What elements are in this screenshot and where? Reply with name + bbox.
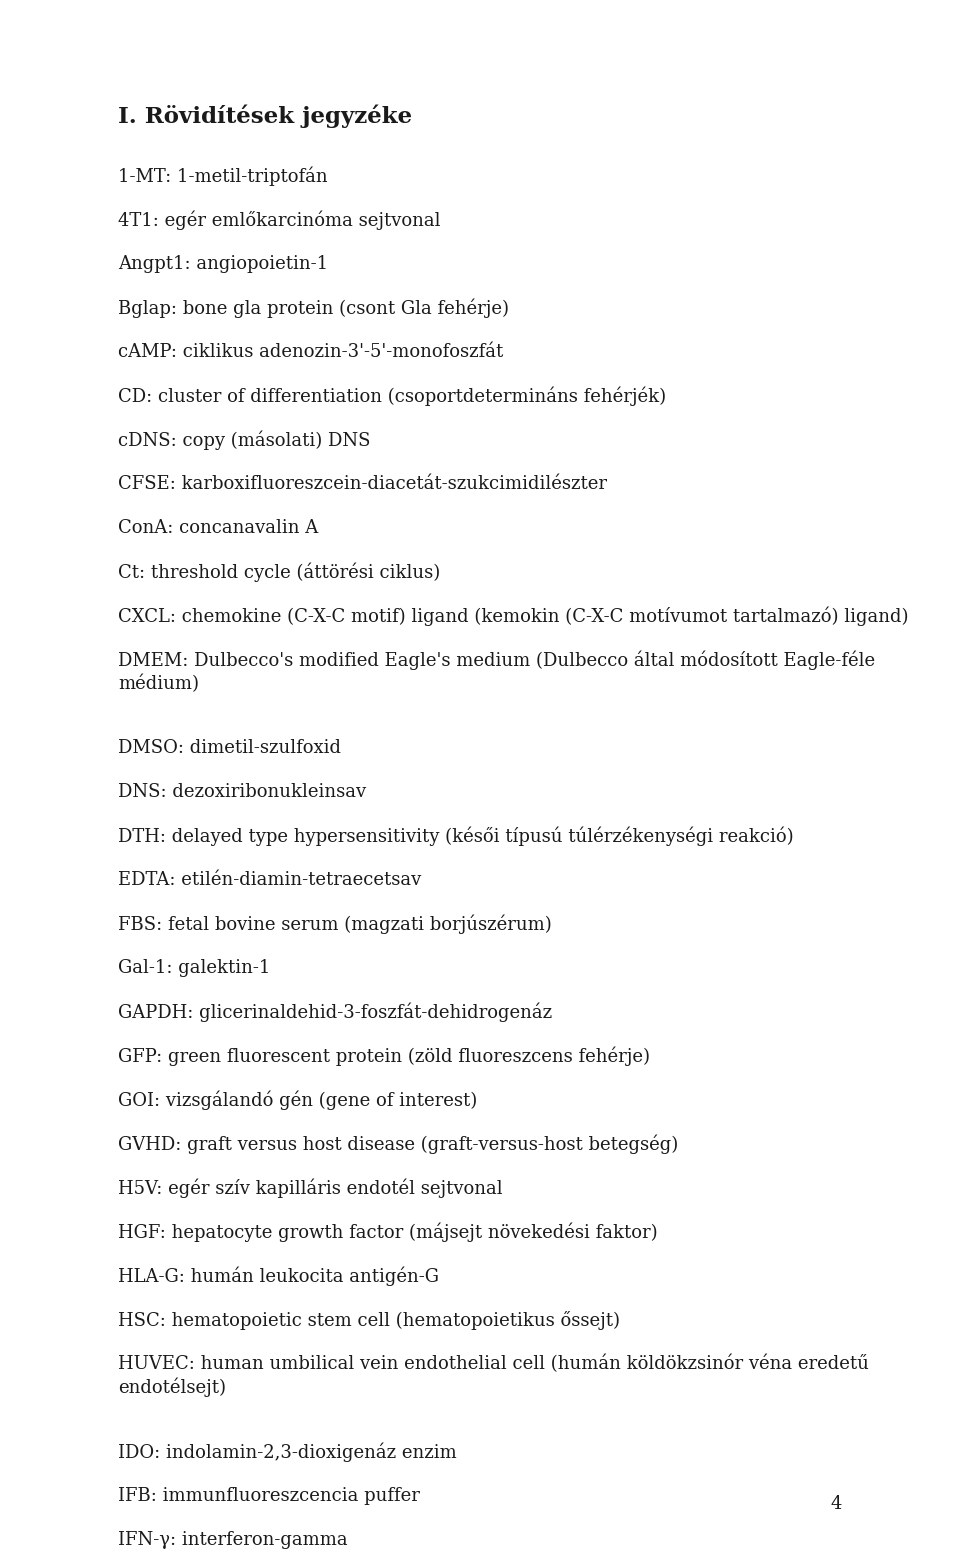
Text: 4T1: egér emlőkarcinóma sejtvonal: 4T1: egér emlőkarcinóma sejtvonal [118,210,441,230]
Text: FBS: fetal bovine serum (magzati borjúszérum): FBS: fetal bovine serum (magzati borjúsz… [118,914,552,935]
Text: cDNS: copy (másolati) DNS: cDNS: copy (másolati) DNS [118,431,371,450]
Text: I. Rövidítések jegyzéke: I. Rövidítések jegyzéke [118,105,412,129]
Text: GVHD: graft versus host disease (graft-versus-host betegség): GVHD: graft versus host disease (graft-v… [118,1135,679,1154]
Text: Angpt1: angiopoietin-1: Angpt1: angiopoietin-1 [118,254,328,273]
Text: DTH: delayed type hypersensitivity (késői típusú túlérzékenységi reakció): DTH: delayed type hypersensitivity (késő… [118,826,794,847]
Text: ConA: concanavalin A: ConA: concanavalin A [118,519,319,536]
Text: HSC: hematopoietic stem cell (hematopoietikus őssejt): HSC: hematopoietic stem cell (hematopoie… [118,1311,620,1330]
Text: Gal-1: galektin-1: Gal-1: galektin-1 [118,958,271,977]
Text: GAPDH: glicerinaldehid-3-foszfát-dehidrogenáz: GAPDH: glicerinaldehid-3-foszfát-dehidro… [118,1002,552,1022]
Text: GOI: vizsgálandó gén (gene of interest): GOI: vizsgálandó gén (gene of interest) [118,1091,477,1110]
Text: GFP: green fluorescent protein (zöld fluoreszcens fehérje): GFP: green fluorescent protein (zöld flu… [118,1046,650,1066]
Text: HGF: hepatocyte growth factor (májsejt növekedési faktor): HGF: hepatocyte growth factor (májsejt n… [118,1223,658,1242]
Text: HLA-G: humán leukocita antigén-G: HLA-G: humán leukocita antigén-G [118,1267,439,1286]
Text: DMSO: dimetil-szulfoxid: DMSO: dimetil-szulfoxid [118,739,341,757]
Text: DNS: dezoxiribonukleinsav: DNS: dezoxiribonukleinsav [118,782,366,801]
Text: HUVEC: human umbilical vein endothelial cell (humán köldökzsinór véna eredetű
en: HUVEC: human umbilical vein endothelial … [118,1355,869,1397]
Text: CFSE: karboxifluoreszcein-diacetát-szukcimidilészter: CFSE: karboxifluoreszcein-diacetát-szukc… [118,475,607,492]
Text: CXCL: chemokine (C-X-C motif) ligand (kemokin (C-X-C motívumot tartalmazó) ligan: CXCL: chemokine (C-X-C motif) ligand (ke… [118,607,908,626]
Text: cAMP: ciklikus adenozin-3'-5'-monofoszfát: cAMP: ciklikus adenozin-3'-5'-monofoszfá… [118,342,503,361]
Text: DMEM: Dulbecco's modified Eagle's medium (Dulbecco által módosított Eagle-féle
m: DMEM: Dulbecco's modified Eagle's medium… [118,651,876,693]
Text: 4: 4 [830,1494,842,1513]
Text: IFB: immunfluoreszcencia puffer: IFB: immunfluoreszcencia puffer [118,1486,420,1505]
Text: EDTA: etilén-diamin-tetraecetsav: EDTA: etilén-diamin-tetraecetsav [118,870,421,889]
Text: Bglap: bone gla protein (csont Gla fehérje): Bglap: bone gla protein (csont Gla fehér… [118,298,509,318]
Text: Ct: threshold cycle (áttörési ciklus): Ct: threshold cycle (áttörési ciklus) [118,563,441,582]
Text: H5V: egér szív kapilláris endotél sejtvonal: H5V: egér szív kapilláris endotél sejtvo… [118,1179,503,1198]
Text: IDO: indolamin-2,3-dioxigenáz enzim: IDO: indolamin-2,3-dioxigenáz enzim [118,1443,457,1461]
Text: 1-MT: 1-metil-triptofán: 1-MT: 1-metil-triptofán [118,166,327,187]
Text: IFN-γ: interferon-gamma: IFN-γ: interferon-gamma [118,1530,348,1549]
Text: CD: cluster of differentiation (csoportdetermináns fehérjék): CD: cluster of differentiation (csoportd… [118,387,666,406]
